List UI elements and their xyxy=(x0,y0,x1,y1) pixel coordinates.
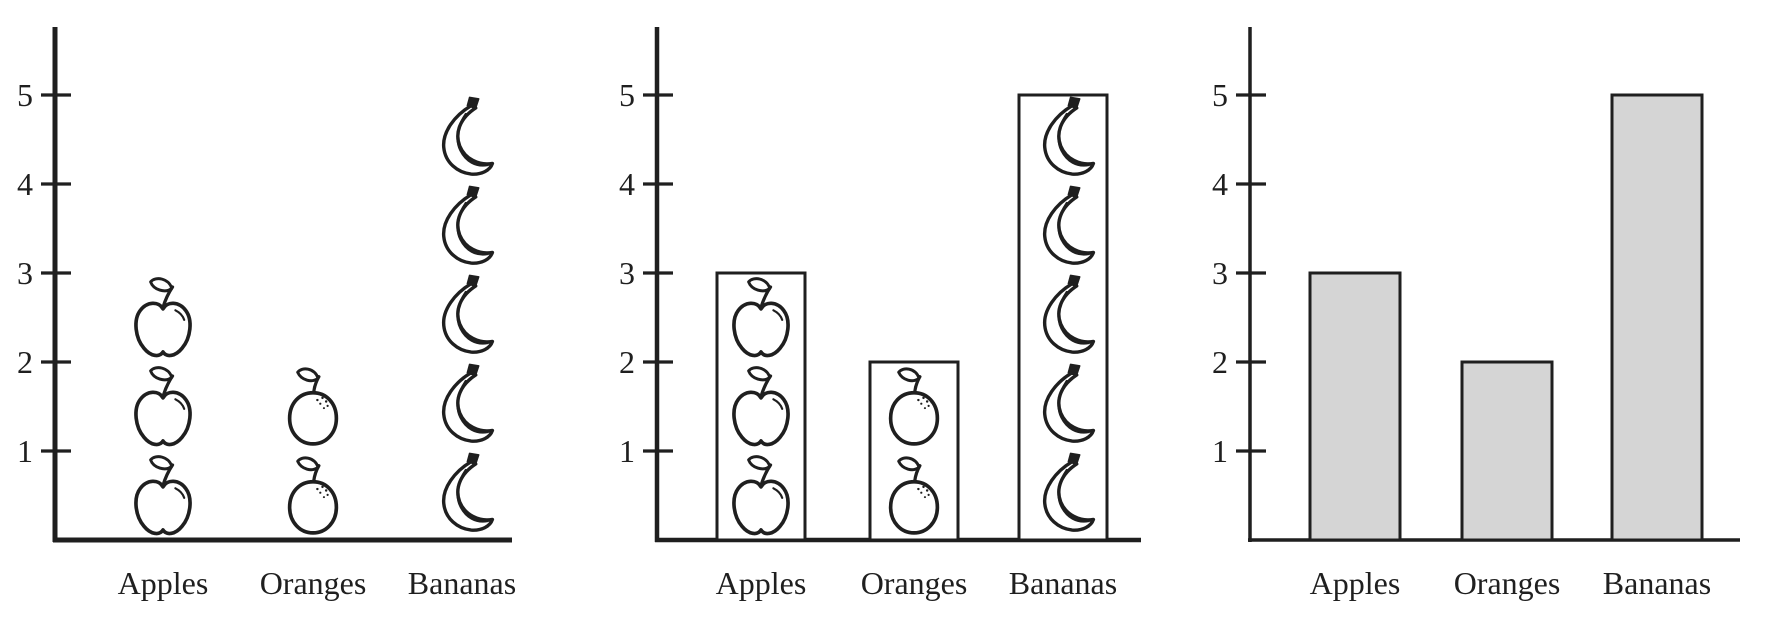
y-tick-label: 2 xyxy=(17,344,33,380)
y-tick-label: 1 xyxy=(1212,433,1228,469)
y-tick-label: 4 xyxy=(619,166,635,202)
y-tick-label: 5 xyxy=(619,77,635,113)
x-category-label: Oranges xyxy=(861,565,968,601)
x-category-label: Oranges xyxy=(1454,565,1561,601)
x-category-label: Apples xyxy=(716,565,807,601)
x-category-label: Apples xyxy=(1310,565,1401,601)
banana-icon xyxy=(441,95,495,176)
banana-icon xyxy=(441,273,495,354)
y-tick-label: 5 xyxy=(17,77,33,113)
y-tick-label: 2 xyxy=(1212,344,1228,380)
bar-apples xyxy=(1308,271,1402,542)
pictograph-bar-chart-canvas: 1 2 3 4 5 Apples Oranges Bananas xyxy=(619,27,1141,601)
y-tick-label: 1 xyxy=(17,433,33,469)
y-tick-label: 3 xyxy=(17,255,33,291)
x-category-label: Bananas xyxy=(408,565,516,601)
orange-icon xyxy=(287,366,339,446)
x-category-label: Oranges xyxy=(260,565,367,601)
banana-icon xyxy=(441,184,495,265)
bar-chart-canvas: 1 2 3 4 5 Apples Oranges Bananas xyxy=(1212,27,1740,601)
x-category-label: Apples xyxy=(118,565,209,601)
y-tick-label: 4 xyxy=(17,166,33,202)
pictograph-chart-canvas: 1 2 3 4 5 Apples Oranges Bananas xyxy=(17,27,516,601)
y-tick-label: 3 xyxy=(1212,255,1228,291)
x-category-label: Bananas xyxy=(1009,565,1117,601)
y-tick-label: 1 xyxy=(619,433,635,469)
bar-oranges xyxy=(1460,360,1554,542)
x-category-label: Bananas xyxy=(1603,565,1711,601)
y-tick-label: 4 xyxy=(1212,166,1228,202)
bar-bananas xyxy=(1610,93,1704,542)
y-tick-label: 5 xyxy=(1212,77,1228,113)
apple-icon xyxy=(134,276,192,358)
y-tick-label: 2 xyxy=(619,344,635,380)
y-tick-label: 3 xyxy=(619,255,635,291)
pictograph-bar-chart: 1 2 3 4 5 Apples Oranges Bananas xyxy=(560,0,1180,620)
banana-icon xyxy=(441,362,495,443)
apple-icon xyxy=(134,365,192,447)
banana-icon xyxy=(441,451,495,532)
pictograph-chart: 1 2 3 4 5 Apples Oranges Bananas xyxy=(0,0,560,620)
orange-icon xyxy=(287,455,339,535)
apple-icon xyxy=(134,454,192,536)
bar-chart: 1 2 3 4 5 Apples Oranges Bananas xyxy=(1180,0,1774,620)
